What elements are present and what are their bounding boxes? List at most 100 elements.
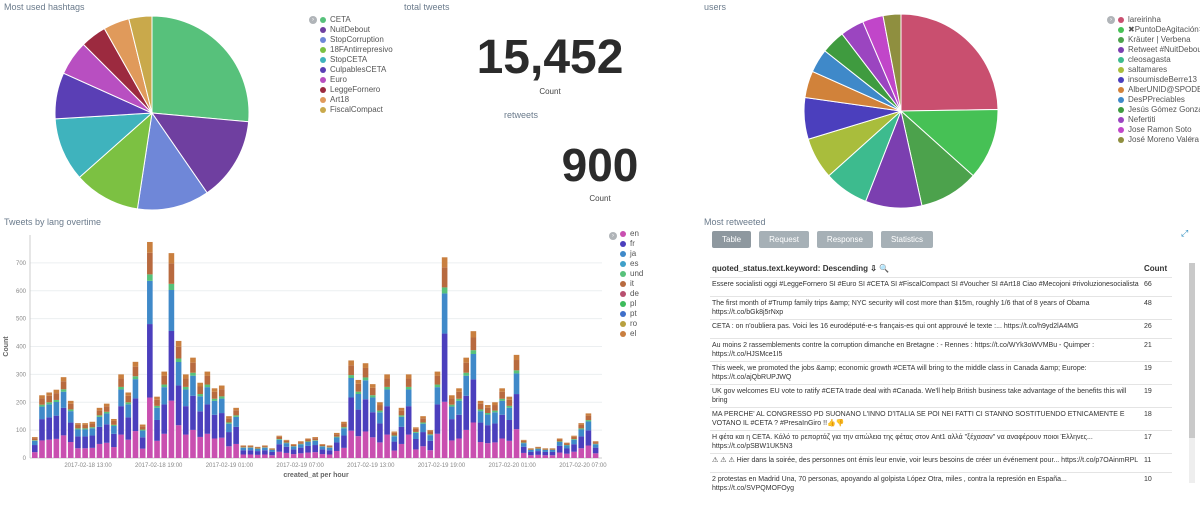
bar-segment[interactable] bbox=[413, 431, 419, 433]
bar-segment[interactable] bbox=[75, 448, 81, 458]
bar-stack[interactable] bbox=[499, 388, 505, 458]
legend-item[interactable]: lareirinha bbox=[1118, 15, 1200, 25]
legend-item[interactable]: es bbox=[620, 259, 643, 269]
bar-segment[interactable] bbox=[283, 446, 290, 453]
pie-slice[interactable] bbox=[128, 15, 153, 114]
table-row[interactable]: The first month of #Trump family trips &… bbox=[710, 296, 1172, 320]
bar-segment[interactable] bbox=[254, 447, 261, 449]
bar-segment[interactable] bbox=[82, 423, 88, 425]
bar-segment[interactable] bbox=[362, 380, 369, 400]
bar-segment[interactable] bbox=[233, 410, 239, 416]
bar-segment[interactable] bbox=[319, 444, 326, 447]
legend-item[interactable]: cleosagasta bbox=[1118, 55, 1200, 65]
bar-segment[interactable] bbox=[103, 411, 110, 414]
bar-segment[interactable] bbox=[592, 441, 599, 443]
bar-stack[interactable] bbox=[355, 379, 362, 458]
bar-segment[interactable] bbox=[269, 449, 275, 452]
bar-segment[interactable] bbox=[211, 398, 218, 401]
legend-item[interactable]: AlberUNID@SPODE... bbox=[1118, 85, 1200, 95]
bar-stack[interactable] bbox=[477, 400, 484, 458]
bar-segment[interactable] bbox=[139, 448, 146, 458]
bar-segment[interactable] bbox=[528, 455, 534, 458]
bar-stack[interactable] bbox=[204, 371, 211, 458]
bar-segment[interactable] bbox=[592, 442, 599, 444]
users-pie-chart[interactable] bbox=[700, 0, 1200, 215]
legend-item[interactable]: el bbox=[620, 329, 643, 339]
legend-item[interactable]: ro bbox=[620, 319, 643, 329]
bar-segment[interactable] bbox=[190, 395, 196, 430]
bar-segment[interactable] bbox=[542, 455, 549, 458]
bar-segment[interactable] bbox=[492, 442, 498, 458]
bar-segment[interactable] bbox=[463, 395, 470, 430]
bar-segment[interactable] bbox=[513, 370, 520, 374]
bar-segment[interactable] bbox=[542, 451, 549, 456]
bar-segment[interactable] bbox=[182, 374, 189, 379]
bar-segment[interactable] bbox=[276, 439, 283, 445]
bar-segment[interactable] bbox=[391, 432, 398, 436]
bar-segment[interactable] bbox=[355, 409, 362, 437]
bar-segment[interactable] bbox=[456, 438, 462, 458]
bar-segment[interactable] bbox=[513, 429, 520, 458]
bar-segment[interactable] bbox=[175, 385, 182, 426]
bar-segment[interactable] bbox=[305, 441, 311, 442]
bar-segment[interactable] bbox=[89, 421, 96, 424]
bar-stack[interactable] bbox=[46, 392, 52, 458]
bar-segment[interactable] bbox=[535, 446, 541, 448]
bar-segment[interactable] bbox=[362, 399, 369, 432]
bar-segment[interactable] bbox=[556, 445, 563, 453]
bar-segment[interactable] bbox=[190, 372, 196, 376]
bar-stack[interactable] bbox=[147, 241, 153, 458]
bar-segment[interactable] bbox=[53, 401, 60, 416]
bar-segment[interactable] bbox=[513, 373, 520, 395]
legend-item[interactable]: NuitDebout bbox=[320, 25, 393, 35]
bar-segment[interactable] bbox=[585, 421, 592, 431]
bar-stack[interactable] bbox=[182, 374, 189, 458]
bar-segment[interactable] bbox=[484, 414, 491, 426]
bar-segment[interactable] bbox=[549, 448, 556, 450]
bar-segment[interactable] bbox=[211, 391, 218, 399]
bar-segment[interactable] bbox=[53, 399, 60, 402]
bar-segment[interactable] bbox=[154, 396, 160, 400]
bar-segment[interactable] bbox=[398, 416, 405, 427]
legend-scroll-icon[interactable]: ◇ bbox=[1188, 136, 1193, 142]
bar-segment[interactable] bbox=[520, 443, 527, 447]
bar-segment[interactable] bbox=[355, 393, 362, 410]
bar-segment[interactable] bbox=[46, 404, 52, 418]
bar-segment[interactable] bbox=[369, 397, 376, 413]
bar-segment[interactable] bbox=[592, 444, 599, 448]
bar-segment[interactable] bbox=[89, 427, 96, 429]
bar-stack[interactable] bbox=[492, 402, 498, 458]
bar-segment[interactable] bbox=[391, 436, 398, 442]
bar-segment[interactable] bbox=[147, 241, 153, 253]
bar-segment[interactable] bbox=[154, 407, 160, 420]
tab-table[interactable]: Table bbox=[712, 231, 752, 248]
bar-segment[interactable] bbox=[312, 440, 319, 441]
bar-segment[interactable] bbox=[420, 423, 426, 433]
bar-segment[interactable] bbox=[111, 424, 117, 426]
bar-segment[interactable] bbox=[39, 395, 45, 399]
bar-segment[interactable] bbox=[319, 454, 326, 458]
bar-segment[interactable] bbox=[197, 396, 203, 412]
bar-segment[interactable] bbox=[520, 439, 527, 441]
bar-segment[interactable] bbox=[312, 438, 319, 441]
table-row[interactable]: Essere socialisti oggi #LeggeFornero SI … bbox=[710, 277, 1172, 297]
bar-segment[interactable] bbox=[405, 389, 412, 407]
bar-segment[interactable] bbox=[262, 454, 268, 458]
bar-stack[interactable] bbox=[226, 416, 232, 458]
legend-item[interactable]: Kräuter | Verbena bbox=[1118, 35, 1200, 45]
bar-segment[interactable] bbox=[233, 407, 239, 411]
bar-segment[interactable] bbox=[247, 450, 254, 455]
bar-segment[interactable] bbox=[355, 379, 362, 384]
bar-segment[interactable] bbox=[305, 438, 311, 440]
bar-stack[interactable] bbox=[190, 357, 196, 458]
bar-segment[interactable] bbox=[578, 428, 585, 430]
bar-segment[interactable] bbox=[240, 450, 247, 455]
bar-segment[interactable] bbox=[283, 452, 290, 458]
bar-segment[interactable] bbox=[218, 385, 225, 390]
bar-segment[interactable] bbox=[441, 287, 448, 294]
bar-segment[interactable] bbox=[362, 431, 369, 458]
bar-segment[interactable] bbox=[319, 444, 326, 445]
bar-segment[interactable] bbox=[398, 415, 405, 417]
bar-segment[interactable] bbox=[571, 435, 577, 437]
bar-segment[interactable] bbox=[341, 421, 347, 424]
